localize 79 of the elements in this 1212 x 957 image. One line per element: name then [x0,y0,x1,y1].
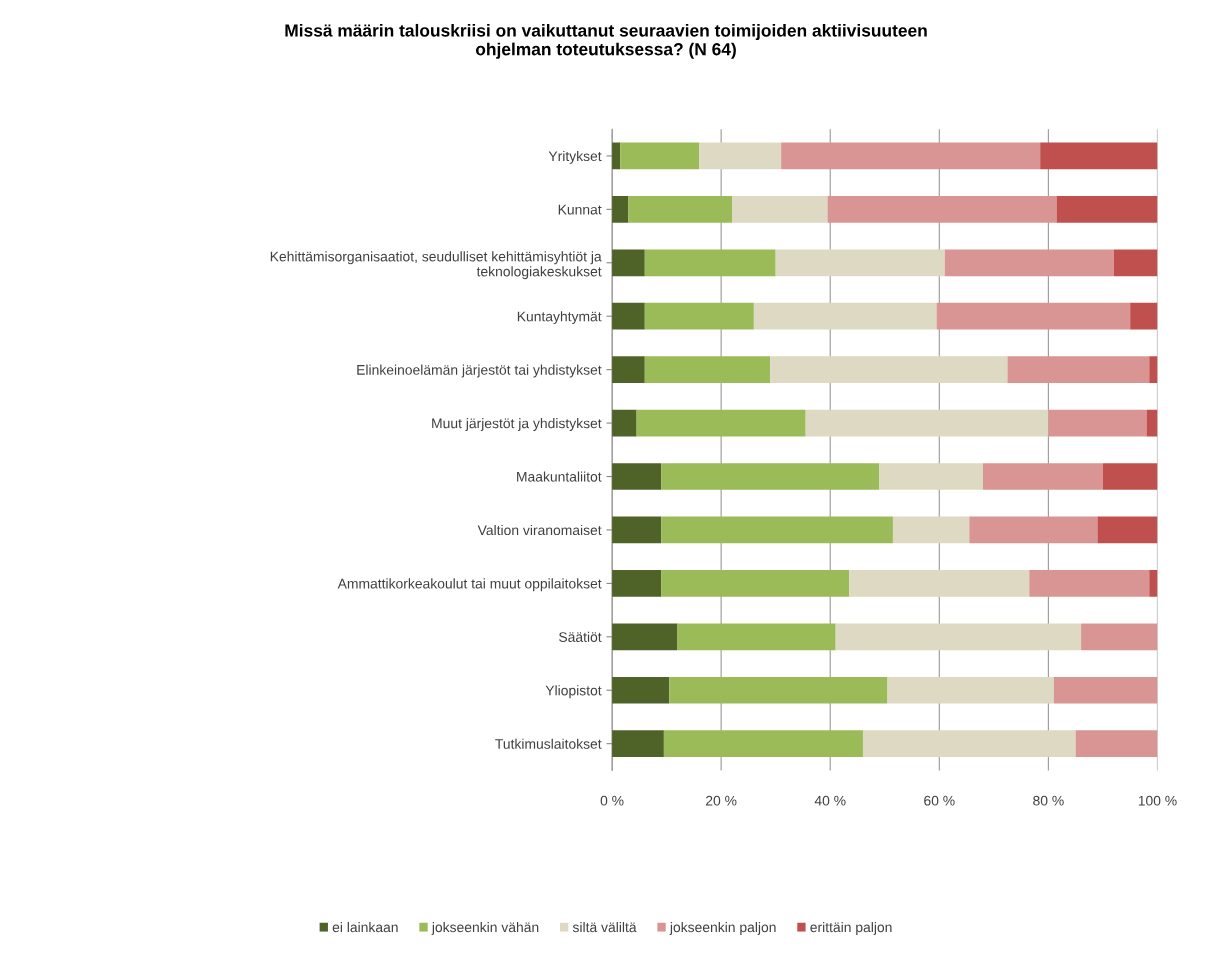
bar [775,249,945,277]
bar [612,730,664,758]
bar [732,195,828,223]
y-tick-label: Säätiöt [559,631,602,642]
bar [1081,623,1158,651]
bar [612,249,645,277]
y-tick-label: Kehittämisorganisaatiot, seudulliset kehittämisyhtiöt ja teknologiakeskukset [270,251,602,280]
bar [835,623,1082,651]
bar [849,570,1030,597]
bar [644,249,776,277]
bar [1113,249,1158,277]
y-tick-label: Valtion viranomaiset [477,524,602,536]
legend-label: siltä väliltä [572,921,637,933]
bar [620,142,700,170]
bar [969,516,1098,544]
bar [982,463,1103,490]
bar [612,623,678,651]
bar [1075,730,1158,758]
bar [661,570,850,597]
bar [612,356,645,383]
bar [612,302,645,330]
bar [1102,463,1158,490]
bar [781,142,1041,170]
bar [944,249,1114,277]
x-tick-label: 40 % [814,795,846,806]
bar [661,516,893,544]
bar [862,730,1076,758]
bar [699,142,782,170]
y-tick-label: Kuntayhtymät [517,311,602,325]
bar [753,302,937,330]
legend-label: erittäin paljon [810,921,892,935]
bar [644,356,771,383]
bar [827,195,1057,223]
bar [1149,570,1158,597]
y-tick-label: Elinkeinoelämän järjestöt tai yhdistykset [357,364,602,378]
bar [669,676,888,704]
y-tick-label: Maakuntaliitot [517,471,602,482]
y-tick-label: Yliopistot [545,685,602,699]
bar [892,516,970,544]
bar [1048,409,1147,437]
bar [677,623,836,651]
bar [628,195,733,223]
bar [612,409,637,437]
x-tick-label: 0 % [600,795,624,806]
x-tick-label: 80 % [1033,795,1064,806]
legend-label: jokseenkin paljon [669,921,776,935]
bar [636,409,806,437]
bar [612,195,629,223]
bar [612,676,670,704]
bar [1097,516,1158,544]
bar [936,302,1131,330]
bar [805,409,1049,437]
bar [661,463,880,490]
legend-label: jokseenkin vähän [431,921,539,935]
y-tick-label: Muut järjestöt ja yhdistykset [432,418,602,431]
bar [1029,570,1150,597]
bar [612,516,662,544]
bar [887,676,1054,704]
bar [1149,356,1158,383]
bar [1040,142,1158,170]
x-tick-label: 20 % [706,795,737,806]
bar [1007,356,1150,383]
y-tick-label: Ammattikorkeakoulut tai muut oppilaitokset [337,578,602,592]
bar [644,302,754,330]
bar [612,570,662,597]
x-tick-label: 60 % [924,795,955,806]
legend-label: ei lainkaan [332,921,398,933]
bar [770,356,1008,383]
bar [612,463,662,490]
y-tick-label: Kunnat [558,204,602,215]
chart-title: Missä määrin talouskriisi on vaikuttanut seuraavien toimijoiden aktiivisuuteen ohjelman toteutuksessa? (N 64) [285,23,927,59]
y-tick-label: Yritykset [548,150,602,164]
bar [879,463,983,490]
bar [1130,302,1158,330]
bar [1053,676,1158,704]
y-tick-label: Tutkimuslaitokset [495,738,602,749]
bar [1056,195,1158,223]
x-tick-label: 100 % [1138,795,1177,806]
bar [663,730,863,758]
